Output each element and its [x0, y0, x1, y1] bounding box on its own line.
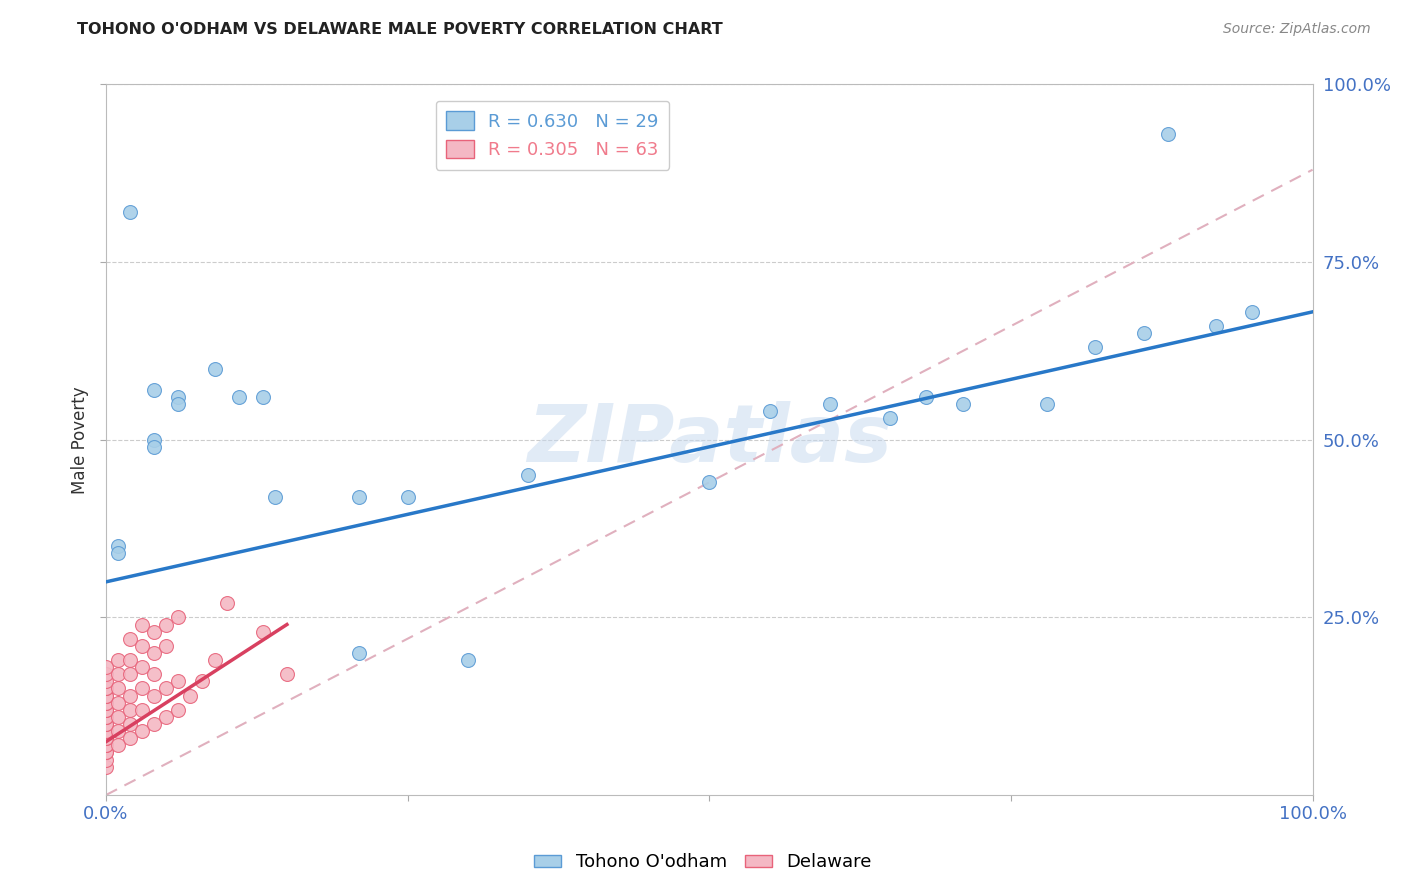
- Point: [94, 759, 117, 773]
- Point: [131, 617, 153, 632]
- Point: [107, 653, 129, 667]
- Point: [1132, 326, 1154, 340]
- Point: [143, 433, 166, 447]
- Point: [204, 361, 226, 376]
- Point: [94, 689, 117, 703]
- Point: [155, 681, 177, 696]
- Point: [204, 653, 226, 667]
- Point: [167, 390, 190, 404]
- Legend: R = 0.630   N = 29, R = 0.305   N = 63: R = 0.630 N = 29, R = 0.305 N = 63: [436, 101, 669, 170]
- Point: [396, 490, 419, 504]
- Point: [349, 490, 371, 504]
- Point: [131, 639, 153, 653]
- Point: [107, 539, 129, 553]
- Point: [94, 681, 117, 696]
- Point: [94, 724, 117, 739]
- Point: [94, 710, 117, 724]
- Point: [94, 739, 117, 753]
- Point: [252, 390, 274, 404]
- Point: [107, 546, 129, 560]
- Point: [167, 610, 190, 624]
- Point: [118, 731, 141, 746]
- Point: [118, 703, 141, 717]
- Point: [94, 696, 117, 710]
- Point: [167, 674, 190, 689]
- Point: [143, 646, 166, 660]
- Point: [118, 632, 141, 646]
- Text: Source: ZipAtlas.com: Source: ZipAtlas.com: [1223, 22, 1371, 37]
- Point: [118, 667, 141, 681]
- Point: [107, 681, 129, 696]
- Point: [1241, 305, 1264, 319]
- Text: TOHONO O'ODHAM VS DELAWARE MALE POVERTY CORRELATION CHART: TOHONO O'ODHAM VS DELAWARE MALE POVERTY …: [77, 22, 723, 37]
- Point: [191, 674, 214, 689]
- Point: [118, 717, 141, 731]
- Point: [107, 724, 129, 739]
- Point: [167, 703, 190, 717]
- Point: [1084, 340, 1107, 354]
- Point: [107, 667, 129, 681]
- Point: [107, 696, 129, 710]
- Point: [131, 681, 153, 696]
- Point: [94, 739, 117, 753]
- Point: [131, 703, 153, 717]
- Point: [94, 696, 117, 710]
- Point: [879, 411, 901, 425]
- Point: [94, 703, 117, 717]
- Point: [349, 646, 371, 660]
- Point: [107, 710, 129, 724]
- Point: [107, 739, 129, 753]
- Point: [94, 681, 117, 696]
- Point: [94, 689, 117, 703]
- Point: [118, 689, 141, 703]
- Point: [94, 731, 117, 746]
- Point: [94, 710, 117, 724]
- Y-axis label: Male Poverty: Male Poverty: [72, 386, 89, 493]
- Legend: Tohono O'odham, Delaware: Tohono O'odham, Delaware: [527, 847, 879, 879]
- Point: [131, 724, 153, 739]
- Point: [94, 724, 117, 739]
- Point: [131, 660, 153, 674]
- Point: [155, 710, 177, 724]
- Point: [94, 746, 117, 760]
- Point: [155, 639, 177, 653]
- Point: [118, 205, 141, 219]
- Point: [94, 667, 117, 681]
- Point: [94, 717, 117, 731]
- Point: [94, 731, 117, 746]
- Point: [1157, 127, 1180, 141]
- Point: [94, 717, 117, 731]
- Text: ZIPatlas: ZIPatlas: [527, 401, 891, 479]
- Point: [457, 653, 479, 667]
- Point: [94, 660, 117, 674]
- Point: [94, 674, 117, 689]
- Point: [94, 746, 117, 760]
- Point: [228, 390, 250, 404]
- Point: [215, 596, 238, 610]
- Point: [94, 752, 117, 766]
- Point: [167, 397, 190, 411]
- Point: [143, 689, 166, 703]
- Point: [252, 624, 274, 639]
- Point: [1036, 397, 1059, 411]
- Point: [1205, 319, 1227, 334]
- Point: [155, 617, 177, 632]
- Point: [118, 653, 141, 667]
- Point: [143, 383, 166, 397]
- Point: [758, 404, 780, 418]
- Point: [263, 490, 285, 504]
- Point: [143, 440, 166, 454]
- Point: [697, 475, 720, 490]
- Point: [179, 689, 201, 703]
- Point: [143, 717, 166, 731]
- Point: [143, 624, 166, 639]
- Point: [276, 667, 298, 681]
- Point: [517, 468, 540, 483]
- Point: [915, 390, 938, 404]
- Point: [952, 397, 974, 411]
- Point: [818, 397, 841, 411]
- Point: [94, 703, 117, 717]
- Point: [143, 667, 166, 681]
